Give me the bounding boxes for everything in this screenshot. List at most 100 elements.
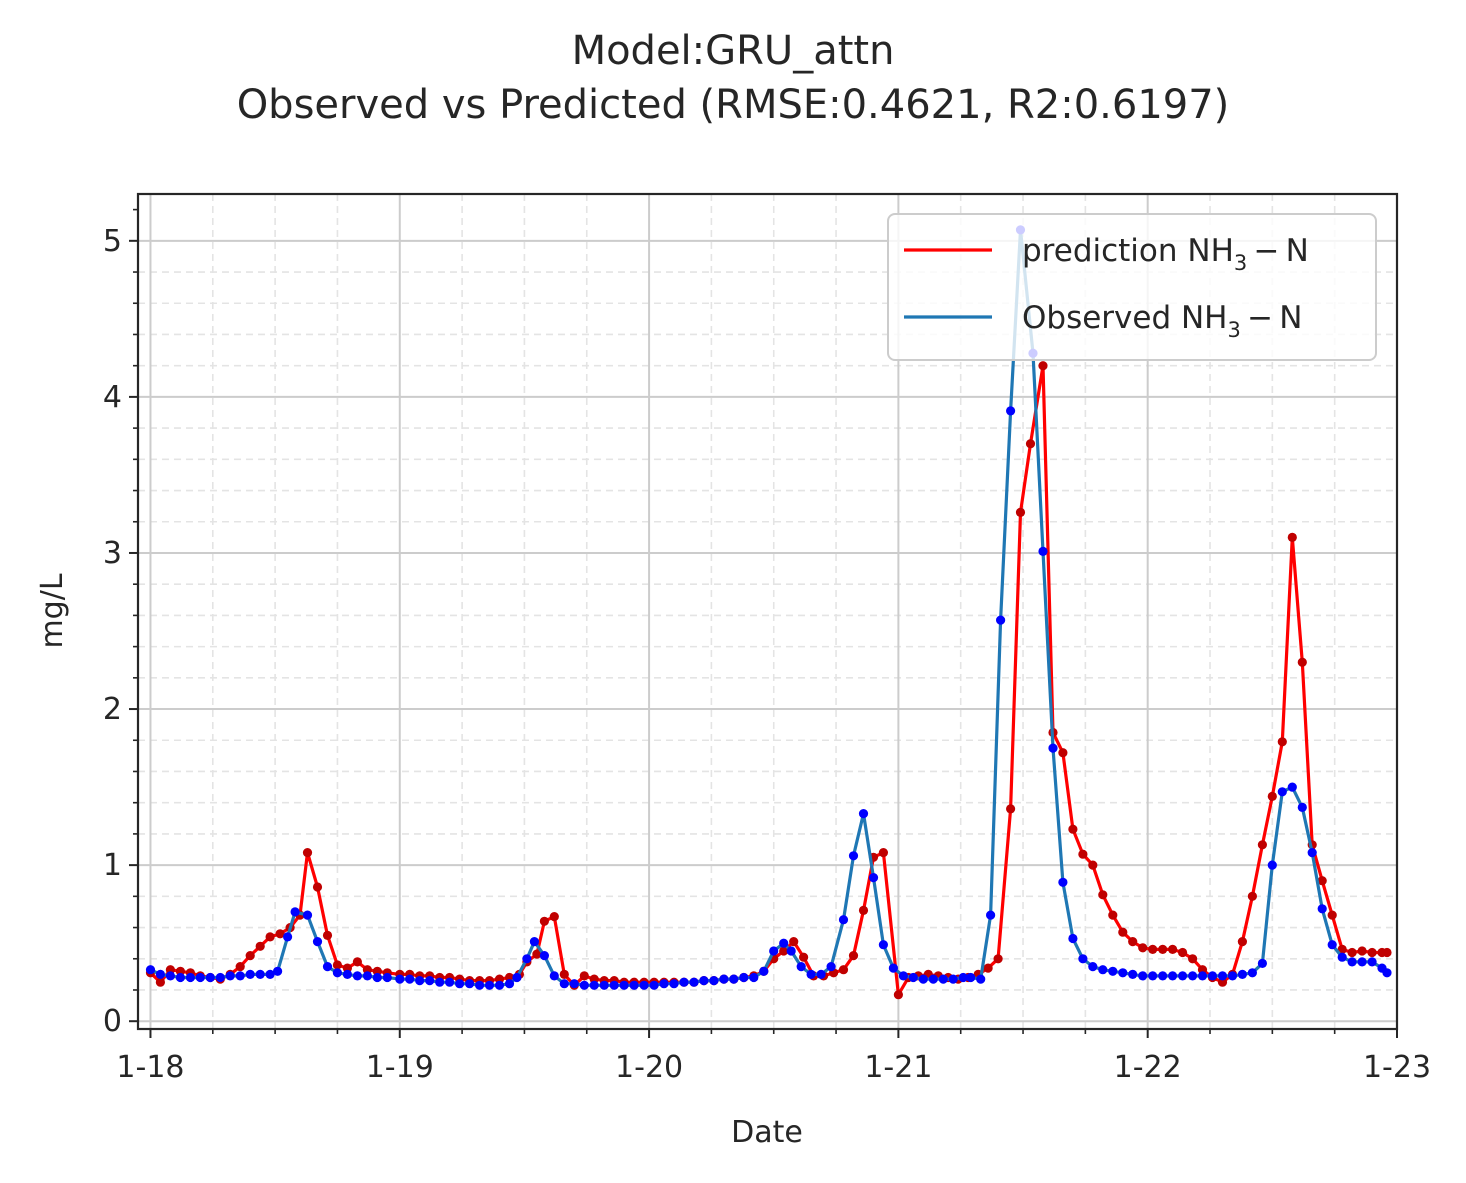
data-point-prediction	[1337, 944, 1347, 955]
data-point-observed	[1307, 848, 1317, 858]
data-point-observed	[838, 915, 849, 925]
data-point-observed	[918, 974, 928, 984]
data-point-prediction	[1247, 891, 1257, 901]
data-point-prediction	[265, 932, 275, 942]
data-point-observed	[1078, 954, 1088, 964]
data-point-observed	[435, 977, 445, 987]
data-point-observed	[1168, 971, 1178, 981]
data-point-observed	[659, 979, 669, 989]
data-point-observed	[1217, 971, 1228, 981]
data-point-observed	[639, 980, 649, 990]
data-point-prediction	[1098, 890, 1108, 900]
data-point-observed	[494, 980, 505, 990]
data-point-observed	[332, 968, 342, 978]
data-point-observed	[529, 937, 540, 947]
data-point-observed	[445, 977, 455, 987]
data-point-prediction	[1317, 876, 1327, 886]
series-observed	[145, 225, 1392, 990]
data-point-prediction	[858, 905, 869, 916]
data-point-prediction	[1327, 910, 1337, 920]
data-point-observed	[145, 965, 156, 975]
data-point-observed	[1347, 957, 1357, 967]
data-point-observed	[609, 980, 619, 990]
data-point-observed	[1317, 904, 1327, 914]
data-point-prediction	[1038, 361, 1048, 371]
legend-label-prediction-sub: 3	[1234, 251, 1247, 275]
data-point-prediction	[539, 916, 550, 926]
legend-box	[887, 213, 1377, 361]
data-point-prediction	[255, 941, 265, 951]
data-point-prediction	[799, 952, 809, 962]
data-point-observed	[1158, 971, 1168, 981]
x-tick-label: 1-23	[1363, 1050, 1431, 1085]
data-point-observed	[1337, 952, 1347, 962]
data-point-observed	[352, 971, 362, 981]
data-point-observed	[322, 962, 333, 972]
data-point-observed	[372, 972, 382, 983]
data-point-observed	[966, 972, 976, 983]
data-point-prediction	[878, 848, 889, 858]
data-point-observed	[1197, 971, 1208, 981]
data-point-prediction	[1148, 944, 1158, 955]
data-point-prediction	[1347, 947, 1357, 958]
legend: prediction NH3 − N Observed NH3 − N	[887, 213, 1377, 361]
data-point-observed	[976, 974, 986, 984]
data-point-observed	[858, 809, 869, 819]
chart-subtitle: Observed vs Predicted (RMSE:0.4621, R2:0…	[237, 82, 1230, 128]
data-point-observed	[958, 972, 968, 983]
data-point-observed	[362, 971, 372, 981]
y-tick-label: 5	[103, 224, 122, 259]
data-point-observed	[504, 979, 515, 989]
data-point-observed	[679, 977, 689, 987]
data-point-observed	[1247, 968, 1257, 978]
data-point-observed	[1038, 546, 1048, 557]
y-tick-label: 0	[103, 1004, 122, 1039]
data-point-observed	[175, 972, 185, 983]
data-point-observed	[779, 938, 789, 948]
data-point-prediction	[1015, 507, 1026, 517]
legend-label-prediction: prediction NH3 − N	[1022, 233, 1309, 275]
data-point-prediction	[1178, 947, 1188, 958]
data-point-prediction	[1188, 954, 1198, 964]
data-point-prediction	[155, 977, 165, 987]
data-point-prediction	[789, 937, 799, 947]
data-point-observed	[484, 980, 495, 990]
data-point-observed	[302, 910, 313, 920]
data-point-observed	[245, 969, 255, 980]
legend-label-prediction-tail: − N	[1247, 233, 1309, 269]
data-point-observed	[1382, 968, 1392, 978]
data-point-observed	[649, 980, 659, 990]
data-point-observed	[769, 946, 779, 956]
data-point-observed	[1148, 971, 1158, 981]
data-point-observed	[1006, 406, 1016, 416]
data-point-prediction	[1287, 532, 1297, 543]
data-point-prediction	[235, 962, 245, 972]
data-point-observed	[1108, 966, 1118, 976]
data-point-observed	[290, 907, 300, 917]
data-point-prediction	[342, 963, 352, 973]
data-point-observed	[165, 971, 175, 981]
data-point-prediction	[838, 965, 849, 975]
data-point-observed	[455, 979, 465, 989]
legend-label-observed: Observed NH3 − N	[1022, 300, 1302, 342]
data-point-prediction	[1277, 737, 1287, 747]
data-point-observed	[1237, 969, 1247, 980]
y-tick-label: 1	[103, 848, 122, 883]
series-layer	[145, 225, 1392, 1000]
data-point-observed	[796, 962, 806, 972]
data-point-observed	[898, 971, 909, 981]
data-point-prediction	[1068, 824, 1078, 834]
data-point-prediction	[1382, 947, 1392, 958]
data-point-prediction	[1025, 439, 1036, 449]
plot-frame	[136, 192, 1399, 1031]
data-point-observed	[255, 969, 265, 980]
data-point-observed	[669, 979, 679, 989]
data-point-observed	[878, 940, 889, 950]
data-point-observed	[382, 972, 392, 983]
data-point-observed	[342, 969, 352, 980]
data-point-observed	[629, 980, 639, 990]
data-point-prediction	[549, 912, 559, 922]
data-point-observed	[1098, 965, 1108, 975]
x-tick-label: 1-19	[366, 1050, 434, 1085]
chart-titles: Model:GRU_attn Observed vs Predicted (RM…	[237, 28, 1230, 128]
